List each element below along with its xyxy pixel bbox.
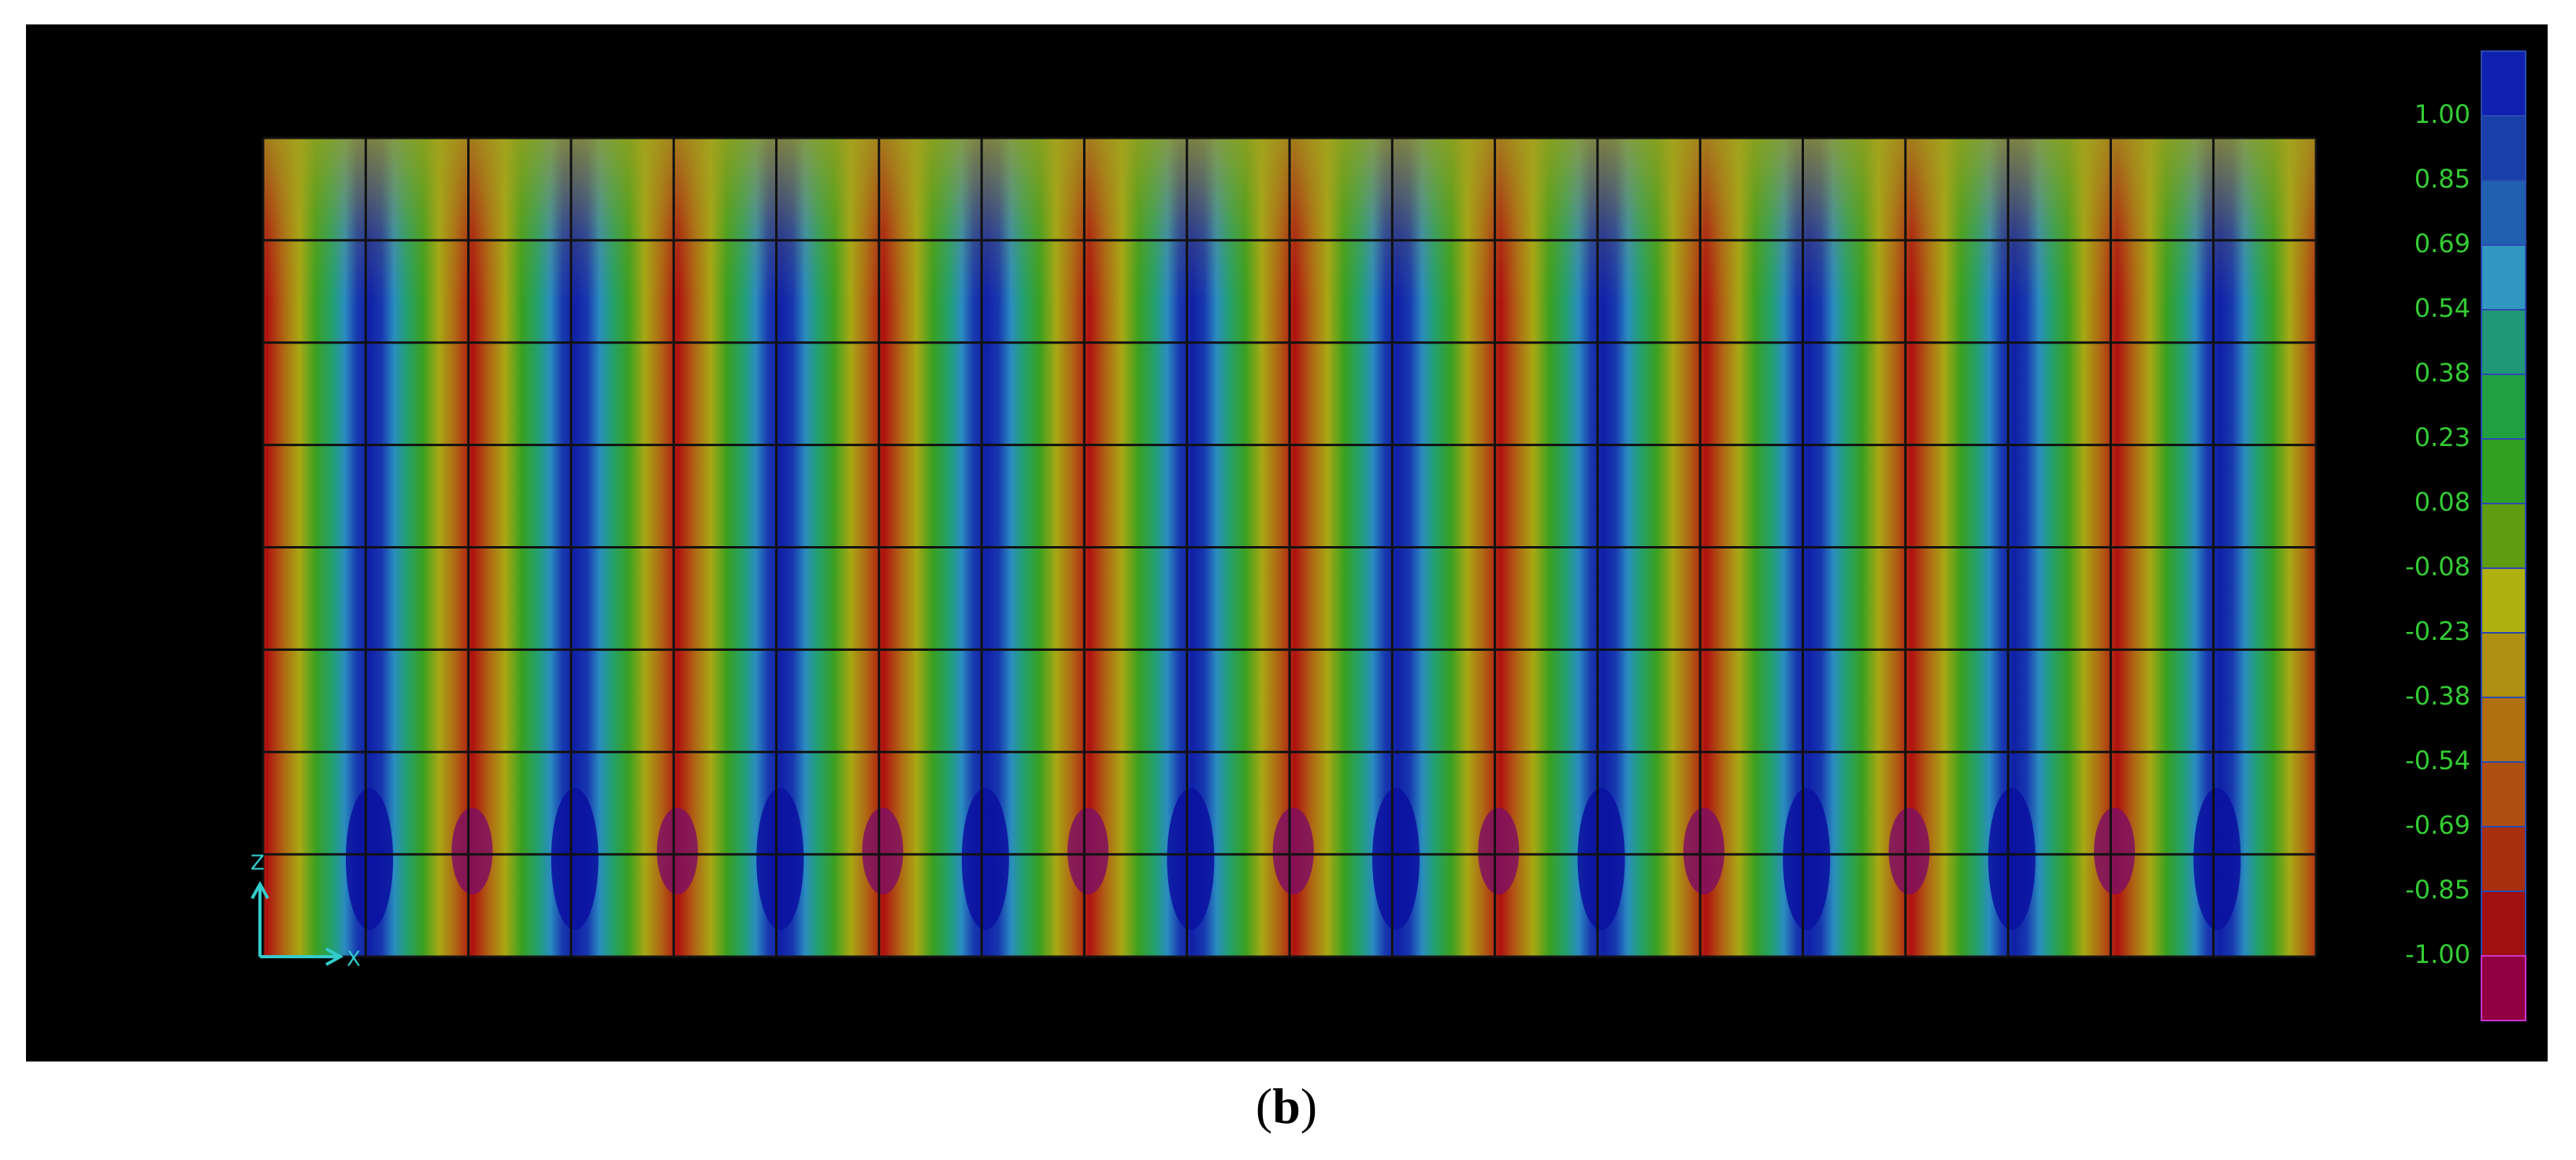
axis-triad (251, 880, 344, 966)
blue-blob (1167, 788, 1215, 930)
legend-label: -0.85 (2405, 875, 2470, 905)
legend-swatch (2481, 50, 2526, 117)
legend-label: 0.08 (2415, 487, 2470, 517)
caption: (b) (1256, 1078, 1317, 1134)
legend-swatch (2481, 244, 2526, 310)
contour-plot (262, 136, 2318, 958)
blue-blob (1372, 788, 1420, 930)
legend-swatch (2481, 374, 2526, 440)
legend-swatch (2481, 890, 2526, 957)
x-arrow-head (325, 947, 344, 966)
caption-open: ( (1256, 1078, 1272, 1134)
legend-label: 0.23 (2415, 422, 2470, 452)
purple-blob (1683, 808, 1724, 894)
blue-blob (1988, 788, 2036, 930)
x-label: X (347, 948, 361, 972)
legend-swatch (2481, 438, 2526, 504)
blue-blob (551, 788, 599, 930)
legend-label: -0.23 (2405, 616, 2470, 646)
legend-swatch (2481, 115, 2526, 181)
purple-blob (1888, 808, 1930, 894)
legend-label: -0.38 (2405, 681, 2470, 711)
purple-blob (1272, 808, 1314, 894)
purple-blob (1478, 808, 1520, 894)
legend-swatch (2481, 309, 2526, 375)
legend-label: 0.85 (2415, 164, 2470, 194)
purple-blob (862, 808, 904, 894)
blue-blob (346, 788, 393, 930)
legend-swatch (2481, 503, 2526, 569)
legend: 1.00 0.85 0.69 0.54 0.38 0.23 0.08 -0.08 -0.23 -0… (2405, 50, 2526, 1021)
purple-blob (2094, 808, 2136, 894)
caption-letter: b (1272, 1078, 1301, 1134)
legend-label: 0.54 (2415, 293, 2470, 323)
legend-label: -1.00 (2405, 939, 2470, 969)
legend-swatch (2481, 180, 2526, 246)
blue-blob (961, 788, 1009, 930)
legend-swatch (2481, 632, 2526, 698)
purple-blob (451, 808, 493, 894)
purple-blob (656, 808, 698, 894)
legend-swatch (2481, 955, 2526, 1021)
caption-close: ) (1301, 1078, 1317, 1134)
legend-label: 1.00 (2415, 99, 2470, 129)
legend-label: -0.54 (2405, 745, 2470, 775)
legend-swatch (2481, 567, 2526, 634)
z-arrow-head (251, 880, 269, 899)
legend-swatch (2481, 826, 2526, 892)
legend-label: -0.08 (2405, 552, 2470, 582)
legend-label: 0.38 (2415, 358, 2470, 388)
legend-label: 0.69 (2415, 229, 2470, 258)
blue-blob (2193, 788, 2241, 930)
z-label: Z (251, 852, 265, 876)
legend-label: -0.69 (2405, 810, 2470, 840)
blue-blob (756, 788, 804, 930)
legend-swatch (2481, 697, 2526, 763)
purple-blob (1067, 808, 1109, 894)
blue-blob (1577, 788, 1625, 930)
blue-blob (1783, 788, 1831, 930)
legend-swatch (2481, 761, 2526, 827)
